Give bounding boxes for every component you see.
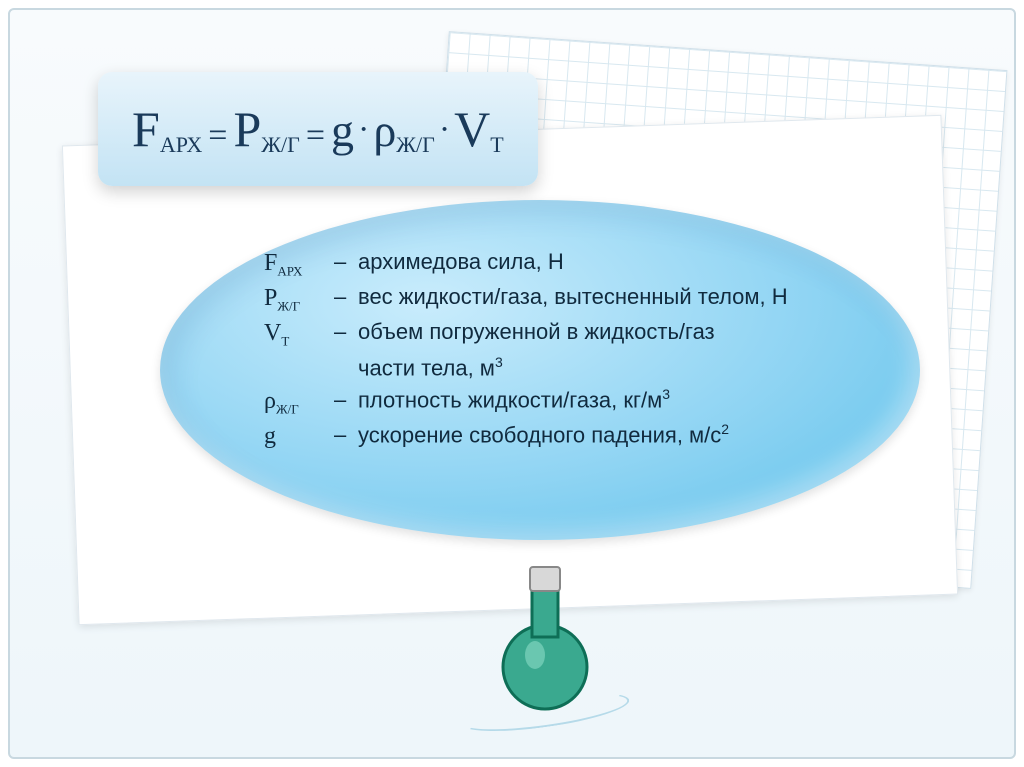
dash: – [334,316,358,351]
def-sym: ρ [264,388,276,414]
formula-rho: ρ [373,104,396,157]
formula-rho-sub: Ж/Г [396,132,435,158]
def-row: ρЖ/Г – плотность жидкости/газа, кг/м3 [264,384,788,419]
def-row: VТ – объем погруженной в жидкость/газ [264,316,788,351]
formula-box: FАРХ = PЖ/Г = g·ρЖ/Г ·VТ [98,72,538,186]
slide-frame: FАРХ = PЖ/Г = g·ρЖ/Г ·VТ FАРХ – архимедо… [8,8,1016,759]
formula-P: P [233,100,261,158]
def-sub: Ж/Г [277,299,300,314]
def-sym: F [264,250,277,276]
def-row: FАРХ – архимедова сила, Н [264,246,788,281]
formula-F: F [132,100,160,158]
formula-dot1: · [358,111,369,149]
def-sym: V [264,320,281,346]
def-text: ускорение свободного падения, м/с2 [358,419,729,454]
formula-V-sub: Т [490,132,503,158]
flask-icon [490,557,600,717]
def-sym: P [264,285,277,311]
formula-V: V [454,100,490,158]
dash: – [334,419,358,454]
def-row: g – ускорение свободного падения, м/с2 [264,419,788,454]
def-sub: Ж/Г [276,401,299,416]
def-row: PЖ/Г – вес жидкости/газа, вытесненный те… [264,281,788,316]
def-text: объем погруженной в жидкость/газ [358,316,715,351]
formula-F-sub: АРХ [160,132,202,158]
formula-P-sub: Ж/Г [261,132,300,158]
formula-eq2: = [306,117,325,155]
def-sub: АРХ [277,263,302,278]
def-text: вес жидкости/газа, вытесненный телом, Н [358,281,788,316]
def-text: архимедова сила, Н [358,246,564,281]
def-row-cont: части тела, м3 [358,352,788,384]
dash: – [334,281,358,316]
formula-g: g [331,104,354,157]
def-sym: g [264,423,276,449]
def-text: плотность жидкости/газа, кг/м3 [358,384,670,419]
def-sub: Т [281,334,289,349]
dash: – [334,384,358,419]
def-sup: 3 [495,354,503,370]
def-text: части тела, м [358,355,495,380]
formula-eq1: = [208,117,227,155]
definitions-block: FАРХ – архимедова сила, Н PЖ/Г – вес жид… [264,246,788,454]
formula-dot2: · [439,111,450,149]
dash: – [334,246,358,281]
